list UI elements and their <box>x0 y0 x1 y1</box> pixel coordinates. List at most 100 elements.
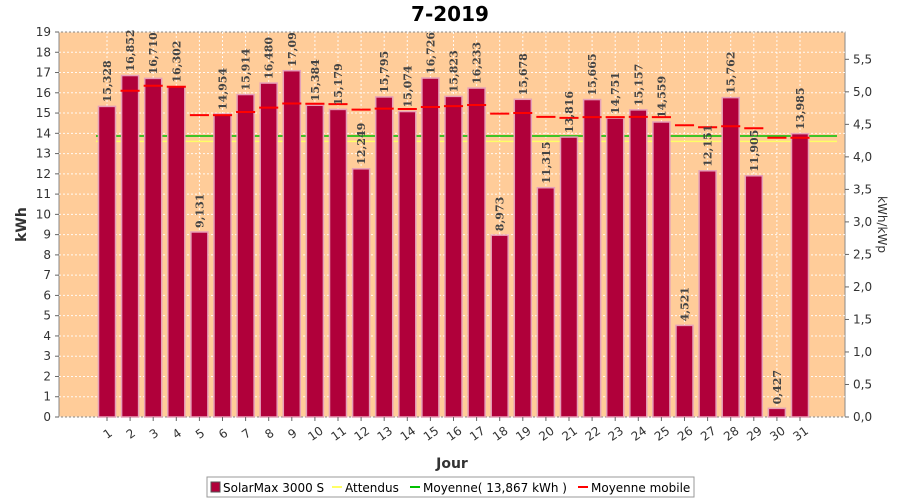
data-label: 16,480 <box>263 37 276 79</box>
bar <box>467 87 486 418</box>
x-tick-label: 28 <box>721 424 742 444</box>
y-right-tick-label: 0,0 <box>853 410 872 424</box>
y-axis-title: kWh <box>14 207 30 242</box>
data-label: 15,074 <box>401 65 414 107</box>
data-label: 8,973 <box>494 197 507 231</box>
y-right-tick-label: 5,5 <box>853 52 872 66</box>
legend-box <box>206 476 695 498</box>
x-tick-label: 27 <box>698 424 719 444</box>
bar <box>305 104 325 418</box>
x-tick-label: 18 <box>490 424 511 444</box>
bar <box>120 74 140 418</box>
data-label: 0,427 <box>771 370 784 404</box>
y-tick-label: 15 <box>36 106 51 120</box>
bar <box>374 96 394 418</box>
x-tick-label: 10 <box>305 424 326 444</box>
bar <box>213 113 232 418</box>
x-tick-label: 19 <box>513 424 534 444</box>
x-tick-label: 22 <box>583 424 604 444</box>
y-right-tick-label: 1,5 <box>853 312 872 326</box>
bar <box>744 175 764 418</box>
y-tick-label: 16 <box>36 86 51 100</box>
data-label: 15,328 <box>101 60 114 102</box>
bar <box>721 96 740 418</box>
y-right-tick-label: 3,5 <box>853 182 872 196</box>
bar <box>97 105 117 418</box>
bar <box>698 170 717 418</box>
data-label: 13,985 <box>794 88 807 130</box>
x-tick-label: 3 <box>147 426 161 442</box>
x-tick-label: 29 <box>744 424 765 444</box>
data-label: 15,914 <box>240 48 253 90</box>
x-tick-label: 2 <box>124 426 138 442</box>
bar <box>513 98 533 418</box>
x-tick-label: 7 <box>239 426 253 442</box>
y-tick-label: 12 <box>36 167 51 181</box>
x-tick-label: 1 <box>101 426 115 442</box>
y-right-tick-label: 5,0 <box>853 85 872 99</box>
x-axis-title: Jour <box>435 456 468 472</box>
y-right-tick-label: 2,5 <box>853 247 872 261</box>
bar <box>190 231 209 418</box>
data-label: 15,823 <box>448 50 461 92</box>
bar <box>536 186 556 418</box>
y-tick-label: 19 <box>36 25 51 39</box>
x-tick-label: 17 <box>467 424 488 444</box>
x-tick-label: 25 <box>652 424 673 444</box>
data-label: 11,315 <box>540 142 553 184</box>
bar <box>259 82 278 418</box>
data-label: 15,384 <box>309 59 322 101</box>
bar <box>629 109 648 418</box>
bar <box>675 324 694 418</box>
y-right-tick-label: 3,0 <box>853 215 872 229</box>
y-tick-label: 6 <box>43 288 51 302</box>
legend-swatch-bar <box>210 481 221 493</box>
bar <box>582 98 602 418</box>
bar <box>767 407 787 418</box>
x-tick-label: 30 <box>767 424 788 444</box>
y-tick-label: 10 <box>36 207 51 221</box>
data-label: 4,521 <box>679 287 692 321</box>
bar <box>328 108 348 418</box>
data-label: 15,665 <box>586 53 599 95</box>
y-tick-label: 17 <box>36 66 51 80</box>
data-label: 16,710 <box>147 32 160 74</box>
y-tick-label: 14 <box>36 126 51 140</box>
y-right-tick-label: 2,0 <box>853 280 872 294</box>
x-tick-label: 12 <box>352 424 373 444</box>
data-label: 16,852 <box>124 29 137 71</box>
x-tick-label: 8 <box>262 426 276 442</box>
legend-label: SolarMax 3000 S <box>223 481 324 495</box>
y-right-tick-label: 4,5 <box>853 117 872 131</box>
x-tick-label: 13 <box>375 424 396 444</box>
x-tick-label: 21 <box>559 424 580 444</box>
legend-label: Attendus <box>345 481 399 495</box>
y-axis-title-right: kWh/kWp <box>875 196 889 253</box>
data-label: 15,762 <box>725 52 738 94</box>
x-tick-label: 14 <box>398 424 419 444</box>
y-tick-label: 8 <box>43 248 51 262</box>
y-right-tick-label: 0,5 <box>853 377 872 391</box>
data-label: 14,751 <box>609 72 622 114</box>
y-right-tick-label: 1,0 <box>853 345 872 359</box>
x-tick-label: 31 <box>790 424 811 444</box>
bar <box>444 95 463 418</box>
data-label: 15,795 <box>378 51 391 93</box>
legend-label: Moyenne( 13,867 kWh ) <box>423 481 567 495</box>
y-tick-label: 5 <box>43 309 51 323</box>
y-tick-label: 9 <box>43 228 51 242</box>
data-label: 16,233 <box>471 42 484 84</box>
bar <box>351 168 371 418</box>
x-tick-label: 16 <box>444 424 465 444</box>
data-label: 12,249 <box>355 123 368 165</box>
bar <box>398 110 417 418</box>
data-label: 16,302 <box>170 41 183 83</box>
y-right-tick-label: 4,0 <box>853 150 872 164</box>
bar <box>490 234 509 418</box>
bar <box>790 132 810 418</box>
data-label: 15,678 <box>517 53 530 95</box>
data-label: 11,905 <box>748 130 761 172</box>
chart-title: 7-2019 <box>411 2 489 26</box>
legend-label: Moyenne mobile <box>591 481 690 495</box>
